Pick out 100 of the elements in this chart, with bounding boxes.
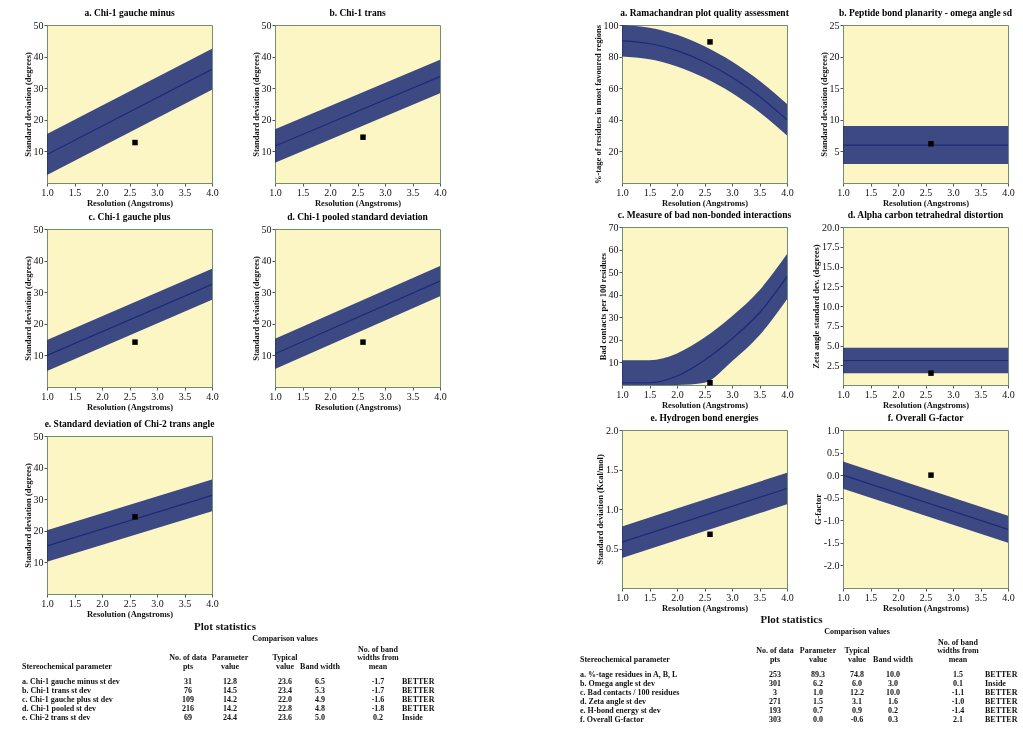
x-tick-label: 1.0 bbox=[269, 390, 282, 402]
x-tick-label: 3.0 bbox=[151, 597, 164, 609]
y-axis-title: G-factor bbox=[812, 493, 823, 526]
y-tick-label: 10 bbox=[261, 349, 272, 361]
x-tick-label: 1.5 bbox=[643, 186, 657, 198]
x-tick-label: 3.0 bbox=[379, 390, 392, 402]
y-tick-label: 10 bbox=[33, 556, 44, 568]
text: b. Chi-1 trans st dev 76 14.5 23.4 5.3 -1.7 BETTER bbox=[22, 685, 435, 695]
x-tick-label: 3.5 bbox=[406, 186, 420, 198]
x-tick-label: 1.5 bbox=[864, 591, 878, 603]
x-tick-label: 3.5 bbox=[974, 388, 988, 400]
y-axis-title: Bad contacts per 100 residues bbox=[597, 252, 608, 361]
x-axis-title: Resolution (Angstroms) bbox=[86, 401, 174, 412]
y-tick-label: 15.0 bbox=[822, 261, 840, 272]
y-tick-label: 30 bbox=[608, 311, 619, 323]
x-tick-label: 2.0 bbox=[324, 186, 337, 198]
y-tick-label: -1.0 bbox=[823, 514, 840, 526]
x-axis-title: Resolution (Angstroms) bbox=[661, 399, 749, 410]
y-axis-title: Standard deviation (degrees) bbox=[22, 463, 33, 568]
x-tick-label: 1.0 bbox=[616, 388, 629, 400]
x-tick-label: 2.5 bbox=[351, 186, 365, 198]
y-tick-label: 5.0 bbox=[827, 340, 840, 351]
y-tick-label: 1.5 bbox=[606, 464, 619, 475]
y-tick-label: 30 bbox=[261, 82, 272, 94]
x-tick-label: 1.5 bbox=[864, 388, 878, 400]
x-tick-label: 2.5 bbox=[919, 186, 933, 198]
x-tick-label: 2.0 bbox=[96, 597, 109, 609]
x-axis-title: Resolution (Angstroms) bbox=[882, 197, 970, 208]
y-tick-label: 100 bbox=[603, 19, 619, 31]
y-axis-title: %-tage of residues in most favoured regions bbox=[592, 24, 603, 185]
x-tick-label: 1.5 bbox=[643, 388, 657, 400]
x-tick-label: 3.0 bbox=[151, 390, 164, 402]
x-tick-label: 3.0 bbox=[947, 186, 960, 198]
chart-title: c. Measure of bad non-bonded interactions bbox=[617, 209, 792, 220]
y-tick-label: 30 bbox=[33, 82, 44, 94]
text: b. Omega angle st dev 301 6.2 6.0 3.0 0.1 Inside bbox=[580, 678, 1006, 688]
x-tick-label: 2.5 bbox=[698, 388, 712, 400]
x-tick-label: 3.0 bbox=[151, 186, 164, 198]
y-tick-label: 40 bbox=[261, 51, 272, 63]
y-tick-label: 0.5 bbox=[827, 447, 840, 459]
y-tick-label: -0.5 bbox=[823, 492, 840, 504]
text: d. Chi-1 pooled st dev 216 14.2 22.8 4.8 -1.8 BETTER bbox=[22, 703, 435, 713]
y-tick-label: 20 bbox=[608, 334, 619, 346]
y-tick-label: 40 bbox=[33, 255, 44, 267]
x-tick-label: 1.0 bbox=[616, 186, 629, 198]
x-tick-label: 1.0 bbox=[269, 186, 282, 198]
y-tick-label: 1.0 bbox=[606, 503, 619, 515]
text: Comparison values bbox=[823, 626, 891, 636]
y-tick-label: 40 bbox=[608, 289, 619, 301]
chart-title: b. Chi-1 trans bbox=[329, 7, 386, 18]
x-tick-label: 3.0 bbox=[947, 388, 960, 400]
x-tick-label: 3.5 bbox=[753, 388, 767, 400]
y-tick-label: 10 bbox=[33, 145, 44, 157]
x-tick-label: 4.0 bbox=[434, 390, 447, 402]
y-tick-label: -2.0 bbox=[823, 559, 840, 571]
x-tick-label: 1.0 bbox=[837, 591, 850, 603]
chart-title: d. Chi-1 pooled standard deviation bbox=[287, 211, 429, 222]
x-tick-label: 4.0 bbox=[781, 388, 794, 400]
y-tick-label: 10 bbox=[33, 349, 44, 361]
x-tick-label: 1.5 bbox=[296, 186, 310, 198]
y-tick-label: 50 bbox=[33, 223, 44, 235]
text: a. Chi-1 gauche minus st dev 31 12.8 23.6 6.5 -1.7 BETTER bbox=[22, 676, 435, 686]
y-tick-label: 12.5 bbox=[822, 280, 840, 292]
x-tick-label: 2.0 bbox=[892, 186, 905, 198]
y-tick-label: 50 bbox=[261, 223, 272, 235]
x-tick-label: 2.5 bbox=[919, 388, 933, 400]
x-tick-label: 2.0 bbox=[671, 591, 684, 603]
x-axis-title: Resolution (Angstroms) bbox=[86, 608, 174, 619]
x-tick-label: 3.5 bbox=[178, 597, 192, 609]
x-tick-label: 1.5 bbox=[68, 186, 82, 198]
x-tick-label: 4.0 bbox=[206, 186, 219, 198]
y-axis-title: Standard deviation (degrees) bbox=[22, 52, 33, 157]
y-tick-label: 60 bbox=[608, 244, 619, 256]
x-tick-label: 2.5 bbox=[919, 591, 933, 603]
y-axis-title: Standard deviation (Kcal/mol) bbox=[595, 454, 605, 565]
y-tick-label: 7.5 bbox=[827, 320, 840, 332]
x-tick-label: 3.0 bbox=[726, 591, 739, 603]
text: Stereochemical parameter No. of data pts Parameter value Typical value Band width No. of band widths from mean bbox=[580, 637, 979, 664]
y-tick-label: 50 bbox=[33, 19, 44, 31]
x-tick-label: 2.5 bbox=[123, 186, 137, 198]
y-tick-label: 1.0 bbox=[827, 424, 840, 436]
text: Plot statistics bbox=[759, 613, 824, 625]
y-tick-label: 40 bbox=[608, 114, 619, 126]
chart-title: e. Hydrogen bond energies bbox=[650, 412, 759, 423]
x-tick-label: 2.5 bbox=[351, 390, 365, 402]
y-tick-label: 15 bbox=[829, 82, 840, 94]
x-tick-label: 3.5 bbox=[753, 591, 767, 603]
x-tick-label: 2.0 bbox=[671, 388, 684, 400]
x-tick-label: 3.5 bbox=[974, 591, 988, 603]
y-axis-title: Standard deviation (degrees) bbox=[818, 52, 829, 157]
x-tick-label: 2.0 bbox=[96, 390, 109, 402]
y-axis-title: Zeta angle standard dev. (degrees) bbox=[811, 244, 821, 369]
x-tick-label: 1.5 bbox=[296, 390, 310, 402]
x-tick-label: 2.0 bbox=[671, 186, 684, 198]
x-tick-label: 3.5 bbox=[178, 186, 192, 198]
y-tick-label: 20.0 bbox=[822, 221, 840, 233]
y-tick-label: 50 bbox=[608, 266, 619, 278]
x-tick-label: 1.5 bbox=[68, 390, 82, 402]
y-axis-title: Standard deviation (degrees) bbox=[250, 52, 261, 157]
x-tick-label: 3.0 bbox=[947, 591, 960, 603]
